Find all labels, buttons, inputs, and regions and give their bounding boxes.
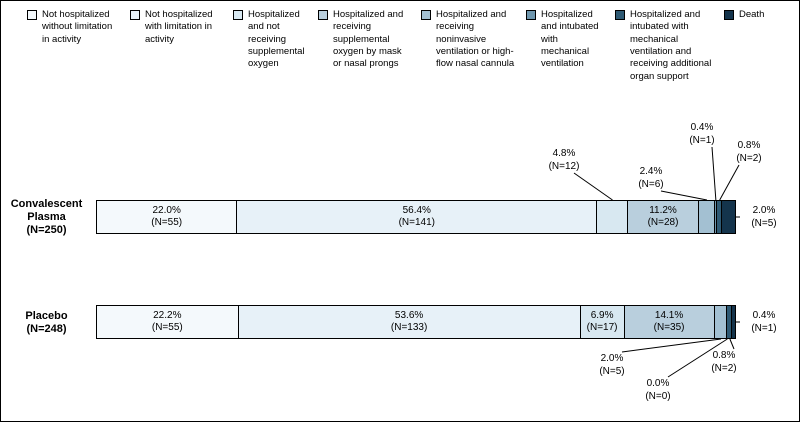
legend: Not hospitalized without limitation in a…	[27, 9, 766, 83]
callout-count: (N=1)	[689, 134, 715, 146]
side-count: (N=5)	[751, 217, 777, 229]
legend-label: Hospitalized and intubated with mechanic…	[630, 9, 712, 82]
bar-segment: 53.6% (N=133)	[238, 306, 581, 338]
callout-label: 2.0% (N=5)	[582, 353, 642, 378]
callout-label: 0.0% (N=0)	[628, 378, 688, 403]
bar-segment: 22.0% (N=55)	[97, 201, 238, 233]
row-label-line: Placebo	[25, 310, 68, 322]
bar-segment	[717, 201, 723, 233]
segment-count: (N=17)	[586, 322, 618, 333]
legend-label: Hospitalized and receiving supplemental …	[333, 9, 404, 70]
segment-count: (N=133)	[390, 322, 428, 333]
segment-count: (N=55)	[151, 322, 183, 333]
side-label: 2.0% (N=5)	[741, 205, 787, 230]
legend-label: Death	[739, 9, 765, 20]
legend-item-4: Hospitalized and receiving supplemental …	[318, 9, 410, 83]
bar-segment: 22.2% (N=55)	[97, 306, 239, 338]
bar-segment: 56.4% (N=141)	[237, 201, 598, 233]
segment-percent: 22.2%	[153, 309, 182, 321]
legend-swatch-icon	[233, 10, 243, 20]
callout-count: (N=5)	[599, 365, 625, 377]
stacked-bar: 22.2% (N=55) 53.6% (N=133) 6.9% (N=17) 14.1% (N…	[96, 305, 736, 339]
row-label-line: Convalescent	[10, 198, 83, 210]
legend-swatch-icon	[526, 10, 536, 20]
callout-line	[729, 338, 735, 350]
side-percent: 0.4%	[752, 310, 776, 321]
segment-count: (N=141)	[398, 217, 435, 228]
callout-count: (N=2)	[711, 362, 737, 374]
callout-label: 0.4% (N=1)	[672, 122, 732, 147]
callout-label: 0.8% (N=2)	[694, 350, 754, 375]
row-label: Convalescent Plasma (N=250)	[3, 198, 90, 238]
legend-swatch-icon	[130, 10, 140, 20]
legend-swatch-icon	[27, 10, 37, 20]
bar-segment: 11.2% (N=28)	[627, 201, 700, 233]
legend-label: Not hospitalized without limitation in a…	[42, 9, 113, 45]
bar-segment	[732, 306, 735, 338]
callout-label: 2.4% (N=6)	[621, 166, 681, 191]
callout-label: 0.8% (N=2)	[719, 140, 779, 165]
legend-item-3: Hospitalized and not receiving supplemen…	[233, 9, 307, 83]
callout-percent: 0.4%	[690, 122, 714, 133]
legend-item-8: Death	[724, 9, 766, 83]
bar-segment: 6.9% (N=17)	[580, 306, 625, 338]
legend-swatch-icon	[318, 10, 328, 20]
bar-segment	[714, 306, 728, 338]
legend-swatch-icon	[615, 10, 625, 20]
side-percent: 2.0%	[752, 205, 776, 216]
callout-percent: 4.8%	[552, 148, 576, 159]
callout-count: (N=0)	[645, 390, 671, 402]
bar-segment: 14.1% (N=35)	[624, 306, 715, 338]
bar-segment	[714, 201, 718, 233]
callout-label: 4.8% (N=12)	[534, 148, 594, 173]
bar-segment	[699, 201, 715, 233]
segment-percent: 22.0%	[152, 204, 181, 216]
legend-item-6: Hospitalized and intubated with mechanic…	[526, 9, 604, 83]
callout-line	[573, 172, 613, 201]
bar-segment	[597, 201, 628, 233]
legend-label: Hospitalized and intubated with mechanic…	[541, 9, 599, 70]
legend-item-2: Not hospitalized with limitation in acti…	[130, 9, 222, 83]
legend-swatch-icon	[421, 10, 431, 20]
callout-percent: 2.0%	[600, 353, 624, 364]
callout-percent: 0.8%	[712, 350, 736, 361]
bar-segment	[722, 201, 735, 233]
row-label-line: (N=248)	[26, 323, 67, 336]
callout-percent: 0.0%	[646, 378, 670, 389]
segment-percent: 53.6%	[394, 309, 424, 321]
segment-percent: 11.2%	[649, 204, 677, 216]
stacked-bar: 22.0% (N=55) 56.4% (N=141) 11.2% (N=28)	[96, 200, 736, 234]
segment-count: (N=55)	[151, 217, 183, 228]
callout-count: (N=12)	[548, 160, 580, 172]
legend-item-5: Hospitalized and receiving noninvasive v…	[421, 9, 515, 83]
segment-count: (N=28)	[647, 217, 679, 228]
bar-segment	[727, 306, 733, 338]
callout-count: (N=6)	[638, 178, 664, 190]
callout-line	[719, 164, 740, 201]
side-label: 0.4% (N=1)	[741, 310, 787, 335]
callout-percent: 2.4%	[639, 166, 663, 177]
segment-percent: 56.4%	[402, 204, 431, 216]
side-count: (N=1)	[751, 322, 777, 334]
segment-count: (N=35)	[653, 322, 685, 333]
legend-label: Hospitalized and not receiving supplemen…	[248, 9, 305, 70]
callout-percent: 0.8%	[737, 140, 761, 151]
legend-swatch-icon	[724, 10, 734, 20]
legend-label: Hospitalized and receiving noninvasive v…	[436, 9, 515, 70]
segment-percent: 6.9%	[590, 309, 614, 321]
row-label-line: Plasma	[27, 211, 66, 224]
callout-line	[660, 190, 708, 201]
legend-item-7: Hospitalized and intubated with mechanic…	[615, 9, 713, 83]
callout-count: (N=2)	[736, 152, 762, 164]
legend-item-1: Not hospitalized without limitation in a…	[27, 9, 119, 83]
legend-label: Not hospitalized with limitation in acti…	[145, 9, 213, 45]
segment-percent: 14.1%	[654, 309, 684, 321]
row-label-line: (N=250)	[26, 224, 67, 237]
callout-line	[711, 146, 717, 201]
row-label: Placebo (N=248)	[3, 310, 90, 336]
